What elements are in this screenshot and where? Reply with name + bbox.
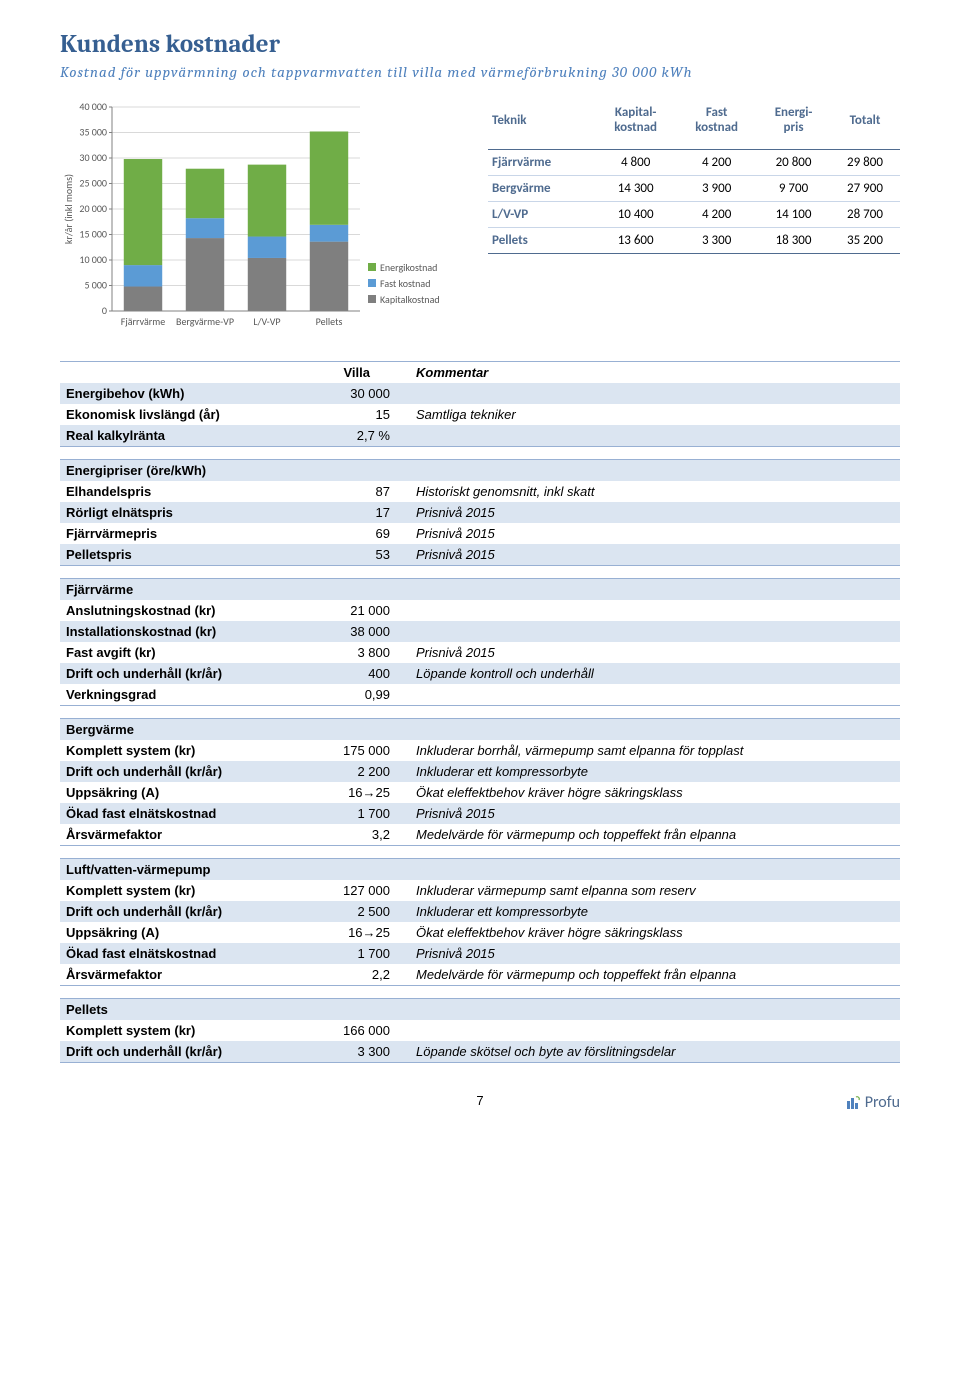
table-row: Drift och underhåll (kr/år)3 300Löpande … xyxy=(60,1041,900,1063)
table-row: Rörligt elnätspris17Prisnivå 2015 xyxy=(60,502,900,523)
svg-text:15 000: 15 000 xyxy=(79,228,107,241)
svg-text:0: 0 xyxy=(102,304,107,317)
table-row: Energipriser (öre/kWh) xyxy=(60,460,900,482)
table-row: Pellets13 6003 30018 30035 200 xyxy=(488,228,900,254)
svg-text:20 000: 20 000 xyxy=(79,202,107,215)
table-row: Ökad fast elnätskostnad1 700Prisnivå 201… xyxy=(60,943,900,964)
svg-text:10 000: 10 000 xyxy=(79,253,107,266)
cost-table-header: Teknik xyxy=(488,99,595,150)
table-row: Verkningsgrad0,99 xyxy=(60,684,900,706)
cost-table-header: Fastkostnad xyxy=(676,99,757,150)
table-row: Drift och underhåll (kr/år)2 500Inkluder… xyxy=(60,901,900,922)
svg-text:Bergvärme-VP: Bergvärme-VP xyxy=(176,315,234,328)
svg-text:30 000: 30 000 xyxy=(79,151,107,164)
svg-text:5 000: 5 000 xyxy=(84,279,107,292)
cost-table-header: Totalt xyxy=(830,99,900,150)
brand-logo: Profu xyxy=(844,1093,900,1112)
cost-summary-table: TeknikKapital-kostnadFastkostnadEnergi-p… xyxy=(488,99,900,254)
table-row: Ökad fast elnätskostnad1 700Prisnivå 201… xyxy=(60,803,900,824)
svg-text:L/V-VP: L/V-VP xyxy=(253,315,280,328)
table-row: VillaKommentar xyxy=(60,362,900,384)
table-row: Fjärrvärmepris69Prisnivå 2015 xyxy=(60,523,900,544)
table-row: Uppsäkring (A)16→25Ökat eleffektbehov kr… xyxy=(60,782,900,803)
table-row: Fjärrvärme xyxy=(60,579,900,601)
table-row: Drift och underhåll (kr/år)400Löpande ko… xyxy=(60,663,900,684)
table-row: Real kalkylränta2,7 % xyxy=(60,425,900,447)
table-row: Årsvärmefaktor2,2Medelvärde för värmepum… xyxy=(60,964,900,986)
table-row: Komplett system (kr)127 000Inkluderar vä… xyxy=(60,880,900,901)
table-row: Bergvärme14 3003 9009 70027 900 xyxy=(488,176,900,202)
table-row: Uppsäkring (A)16→25Ökat eleffektbehov kr… xyxy=(60,922,900,943)
svg-text:Fast kostnad: Fast kostnad xyxy=(380,277,430,290)
table-row: Energibehov (kWh)30 000 xyxy=(60,383,900,404)
table-row: Drift och underhåll (kr/år)2 200Inkluder… xyxy=(60,761,900,782)
svg-text:Fjärrvärme: Fjärrvärme xyxy=(121,315,165,328)
svg-text:Pellets: Pellets xyxy=(316,315,343,328)
table-row: Ekonomisk livslängd (år)15Samtliga tekni… xyxy=(60,404,900,425)
table-row: Luft/vatten-värmepump xyxy=(60,859,900,881)
cost-table-header: Energi-pris xyxy=(757,99,830,150)
svg-text:kr/år (inkl moms): kr/år (inkl moms) xyxy=(62,174,75,244)
page-title: Kundens kostnader xyxy=(60,30,900,59)
table-row: Bergvärme xyxy=(60,719,900,741)
table-row: Elhandelspris87Historiskt genomsnitt, in… xyxy=(60,481,900,502)
table-row: Anslutningskostnad (kr)21 000 xyxy=(60,600,900,621)
assumptions-table: VillaKommentarEnergibehov (kWh)30 000Eko… xyxy=(60,361,900,1063)
svg-text:Energikostnad: Energikostnad xyxy=(380,261,437,274)
table-row: Installationskostnad (kr)38 000 xyxy=(60,621,900,642)
table-row: Komplett system (kr)166 000 xyxy=(60,1020,900,1041)
table-row: Fast avgift (kr)3 800Prisnivå 2015 xyxy=(60,642,900,663)
svg-text:35 000: 35 000 xyxy=(79,126,107,139)
svg-text:40 000: 40 000 xyxy=(79,100,107,113)
page-number: 7 xyxy=(476,1093,483,1108)
table-row: L/V-VP10 4004 20014 10028 700 xyxy=(488,202,900,228)
table-row: Fjärrvärme4 8004 20020 80029 800 xyxy=(488,150,900,176)
cost-chart: 0 5 000 10 000 15 000 20 000 25 000 30 000 35 0… xyxy=(60,99,470,339)
page-subtitle: Kostnad för uppvärmning och tappvarmvatt… xyxy=(60,63,900,81)
table-row: Pellets xyxy=(60,999,900,1021)
table-row: Komplett system (kr)175 000Inkluderar bo… xyxy=(60,740,900,761)
svg-text:Kapitalkostnad: Kapitalkostnad xyxy=(380,293,440,306)
svg-text:25 000: 25 000 xyxy=(79,177,107,190)
table-row: Pelletspris53Prisnivå 2015 xyxy=(60,544,900,566)
cost-table-header: Kapital-kostnad xyxy=(595,99,676,150)
table-row: Årsvärmefaktor3,2Medelvärde för värmepum… xyxy=(60,824,900,846)
